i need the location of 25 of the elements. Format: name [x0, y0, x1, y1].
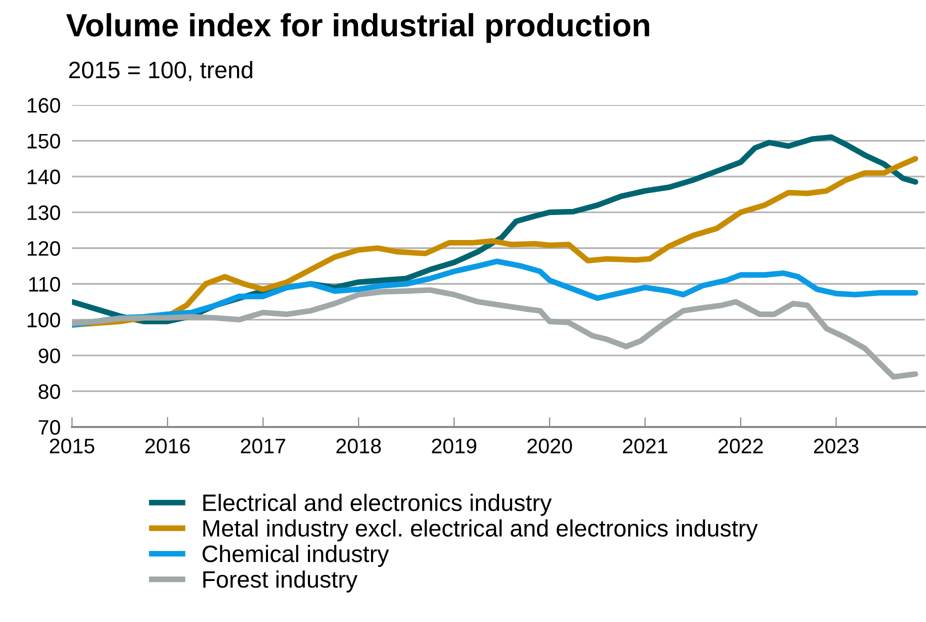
- x-tick-label: 2022: [718, 438, 763, 454]
- x-tick-label: 2018: [336, 438, 381, 454]
- x-tick-label: 2016: [145, 438, 190, 454]
- x-tick-label: 2021: [623, 438, 668, 454]
- legend-label: Electrical and electronics industry: [203, 494, 552, 516]
- y-tick-label: 90: [38, 348, 60, 364]
- chart-title: Volume index for industrial production: [66, 13, 650, 43]
- y-tick-label: 100: [28, 312, 60, 328]
- x-tick-label: 2015: [50, 438, 94, 454]
- x-tick-label: 2019: [432, 438, 476, 454]
- chart-subtitle: 2015 = 100, trend: [69, 60, 252, 82]
- y-tick-label: 120: [28, 241, 60, 256]
- y-tick-label: 70: [38, 420, 60, 435]
- y-tick-label: 110: [29, 276, 60, 292]
- legend-label: Forest industry: [203, 570, 358, 592]
- y-tick-label: 140: [28, 170, 60, 184]
- y-tick-label: 150: [28, 134, 60, 149]
- x-tick-label: 2020: [527, 438, 572, 454]
- y-tick-label: 130: [28, 205, 60, 220]
- y-tick-label: 160: [28, 98, 60, 113]
- x-tick-label: 2023: [814, 438, 858, 454]
- y-tick-label: 80: [38, 384, 60, 399]
- legend-label: Chemical industry: [202, 544, 389, 567]
- x-tick-label: 2017: [240, 438, 286, 454]
- legend-label: Metal industry excl. electrical and electronics industry: [203, 519, 758, 542]
